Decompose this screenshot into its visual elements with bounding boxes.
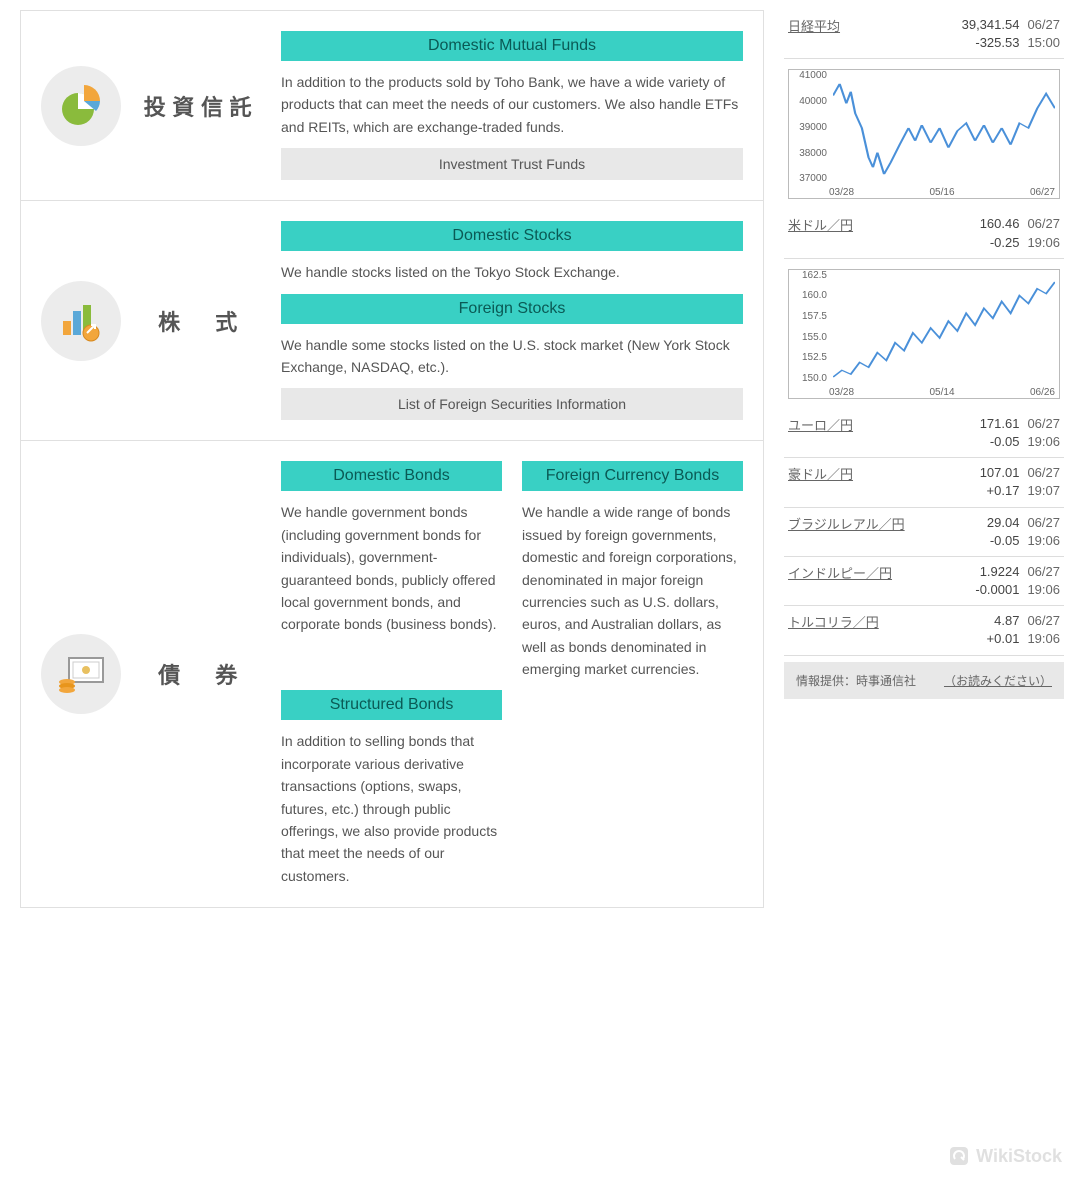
market-name: 日経平均 — [788, 16, 954, 35]
market-row[interactable]: 豪ドル／円 107.01+0.1706/2719:07 — [784, 458, 1064, 507]
section-title: 債 券 — [141, 461, 261, 887]
market-values: 160.46 -0.25 — [980, 215, 1020, 251]
investment-trust-button[interactable]: Investment Trust Funds — [281, 148, 743, 180]
bond-icon — [41, 634, 121, 714]
market-datetime: 06/27 15:00 — [1027, 16, 1060, 52]
block-header: Structured Bonds — [281, 690, 502, 720]
nikkei-chart: 41000 40000 39000 38000 37000 03/28 05/1… — [788, 69, 1060, 199]
section-title: 投資信託 — [141, 31, 261, 180]
market-datetime: 06/2719:06 — [1027, 514, 1060, 550]
market-datetime: 06/2719:06 — [1027, 612, 1060, 648]
icon-col — [41, 461, 121, 887]
market-values: 107.01+0.17 — [980, 464, 1020, 500]
market-datetime: 06/2719:06 — [1027, 415, 1060, 451]
watermark: WikiStock — [948, 1145, 1062, 1167]
market-row-usdjpy[interactable]: 米ドル／円 160.46 -0.25 06/27 19:06 — [784, 209, 1064, 258]
products-column: 投資信託 Domestic Mutual Funds In addition t… — [20, 10, 764, 908]
market-row[interactable]: インドルピー／円 1.9224-0.000106/2719:06 — [784, 557, 1064, 606]
market-values: 1.9224-0.0001 — [975, 563, 1019, 599]
block-desc: We handle some stocks listed on the U.S.… — [281, 334, 743, 379]
market-row[interactable]: トルコリラ／円 4.87+0.0106/2719:06 — [784, 606, 1064, 655]
block-desc: In addition to the products sold by Toho… — [281, 71, 743, 138]
section-bonds: 債 券 Domestic Bonds We handle government … — [20, 440, 764, 908]
block-header: Domestic Bonds — [281, 461, 502, 491]
market-row[interactable]: ユーロ／円 171.61-0.0506/2719:06 — [784, 409, 1064, 458]
footer-provider: 情報提供：時事通信社 — [796, 672, 916, 689]
market-name: インドルピー／円 — [788, 563, 967, 582]
block-header: Domestic Stocks — [281, 221, 743, 251]
market-name: 米ドル／円 — [788, 215, 972, 234]
pie-chart-icon — [41, 66, 121, 146]
market-sidebar: 日経平均 39,341.54 -325.53 06/27 15:00 41000… — [784, 10, 1064, 908]
section-title: 株 式 — [141, 221, 261, 420]
market-values: 171.61-0.05 — [980, 415, 1020, 451]
market-name: ブラジルレアル／円 — [788, 514, 979, 533]
foreign-securities-button[interactable]: List of Foreign Securities Information — [281, 388, 743, 420]
market-footer: 情報提供：時事通信社 （お読みください） — [784, 662, 1064, 699]
market-datetime: 06/27 19:06 — [1027, 215, 1060, 251]
market-datetime: 06/2719:07 — [1027, 464, 1060, 500]
icon-col — [41, 221, 121, 420]
block-desc: In addition to selling bonds that incorp… — [281, 730, 502, 887]
market-name: ユーロ／円 — [788, 415, 972, 434]
block-header: Foreign Currency Bonds — [522, 461, 743, 491]
bar-chart-icon — [41, 281, 121, 361]
market-values: 39,341.54 -325.53 — [962, 16, 1020, 52]
block-desc: We handle government bonds (including go… — [281, 501, 502, 635]
market-datetime: 06/2719:06 — [1027, 563, 1060, 599]
footer-link[interactable]: （お読みください） — [944, 672, 1052, 689]
section-mutual-funds: 投資信託 Domestic Mutual Funds In addition t… — [20, 10, 764, 201]
market-row[interactable]: ブラジルレアル／円 29.04-0.0506/2719:06 — [784, 508, 1064, 557]
market-values: 29.04-0.05 — [987, 514, 1020, 550]
block-header: Domestic Mutual Funds — [281, 31, 743, 61]
market-name: 豪ドル／円 — [788, 464, 972, 483]
market-name: トルコリラ／円 — [788, 612, 979, 631]
block-header: Foreign Stocks — [281, 294, 743, 324]
market-row-nikkei[interactable]: 日経平均 39,341.54 -325.53 06/27 15:00 — [784, 10, 1064, 59]
block-desc: We handle stocks listed on the Tokyo Sto… — [281, 261, 743, 283]
icon-col — [41, 31, 121, 180]
block-desc: We handle a wide range of bonds issued b… — [522, 501, 743, 680]
section-stocks: 株 式 Domestic Stocks We handle stocks lis… — [20, 200, 764, 441]
market-values: 4.87+0.01 — [987, 612, 1020, 648]
usdjpy-chart: 162.5 160.0 157.5 155.0 152.5 150.0 03/2… — [788, 269, 1060, 399]
